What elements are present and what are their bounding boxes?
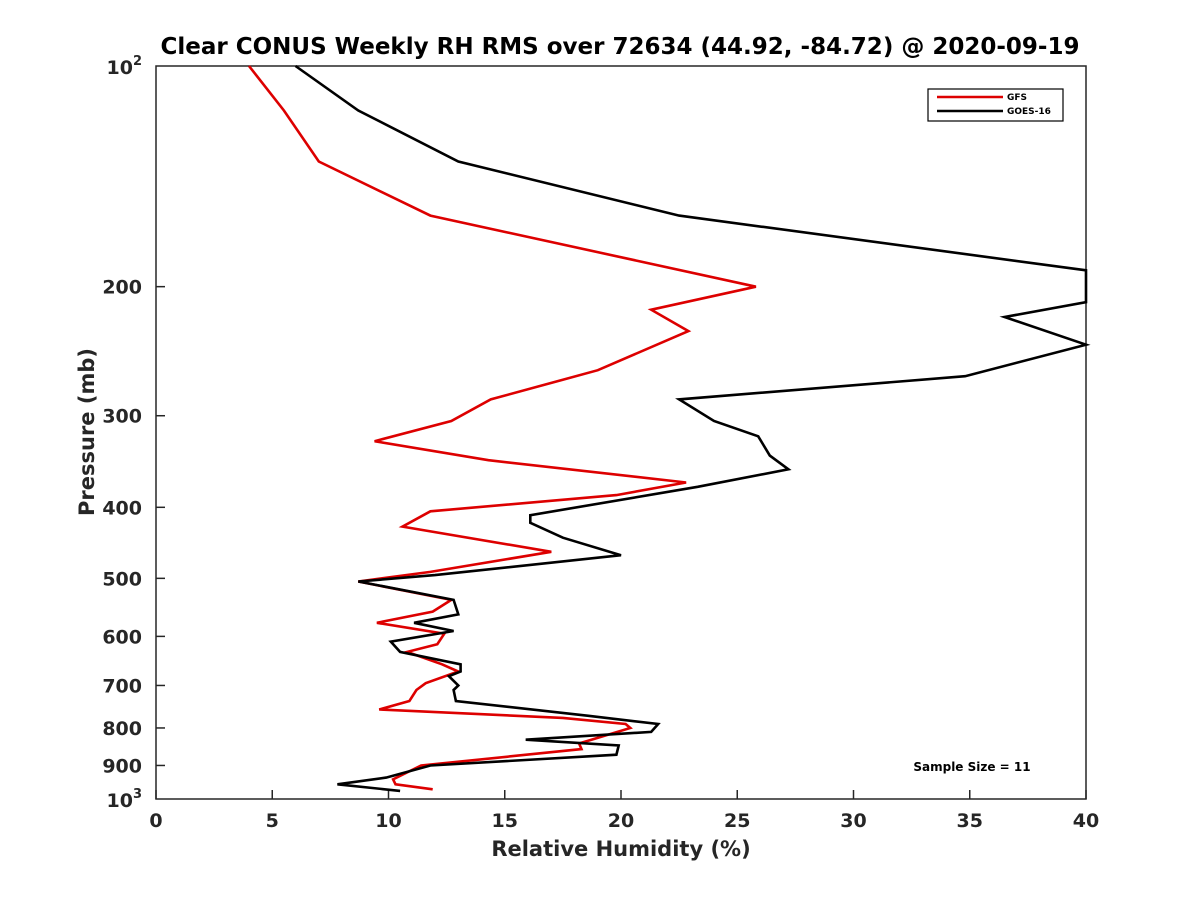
- legend-label-gfs: GFS: [1007, 93, 1027, 103]
- x-tick-label: 5: [266, 810, 279, 832]
- x-tick-label: 40: [1073, 810, 1099, 832]
- y-tick-label: 900: [102, 755, 142, 777]
- y-tick-exponent: 3: [133, 787, 142, 802]
- x-tick-label: 30: [840, 810, 866, 832]
- y-tick-label: 800: [102, 718, 142, 740]
- sample-size-annotation: Sample Size = 11: [913, 760, 1030, 774]
- y-tick-label: 103: [107, 787, 143, 812]
- y-tick-label: 300: [102, 406, 142, 428]
- y-tick-label: 102: [107, 54, 143, 79]
- y-tick-label: 400: [102, 497, 142, 519]
- x-tick-label: 20: [608, 810, 634, 832]
- series-line-goes16: [294, 64, 1091, 793]
- x-tick-label: 35: [957, 810, 983, 832]
- y-tick-label: 600: [102, 626, 142, 648]
- series-layer: [247, 64, 1091, 793]
- x-axis-label: Relative Humidity (%): [491, 837, 750, 861]
- chart-title: Clear CONUS Weekly RH RMS over 72634 (44…: [161, 34, 1080, 60]
- x-tick-label: 15: [492, 810, 518, 832]
- y-tick-label: 500: [102, 568, 142, 590]
- legend[interactable]: GFS GOES-16: [927, 88, 1064, 122]
- series-line-gfs: [247, 65, 757, 791]
- legend-label-goes16: GOES-16: [1007, 107, 1051, 117]
- y-tick-label: 200: [102, 277, 142, 299]
- x-tick-label: 0: [149, 810, 162, 832]
- y-axis: 200 300 400 500 600 700 800 900 102 103: [102, 54, 165, 812]
- plot-frame: [155, 65, 1087, 800]
- x-axis: 0 5 10 15 20 25 30 35 40: [149, 790, 1099, 832]
- y-axis-label: Pressure (mb): [75, 348, 99, 516]
- y-tick-exponent: 2: [133, 54, 142, 69]
- y-tick-label: 700: [102, 675, 142, 697]
- x-tick-label: 10: [375, 810, 401, 832]
- x-tick-label: 25: [724, 810, 750, 832]
- legend-box: [927, 88, 1064, 122]
